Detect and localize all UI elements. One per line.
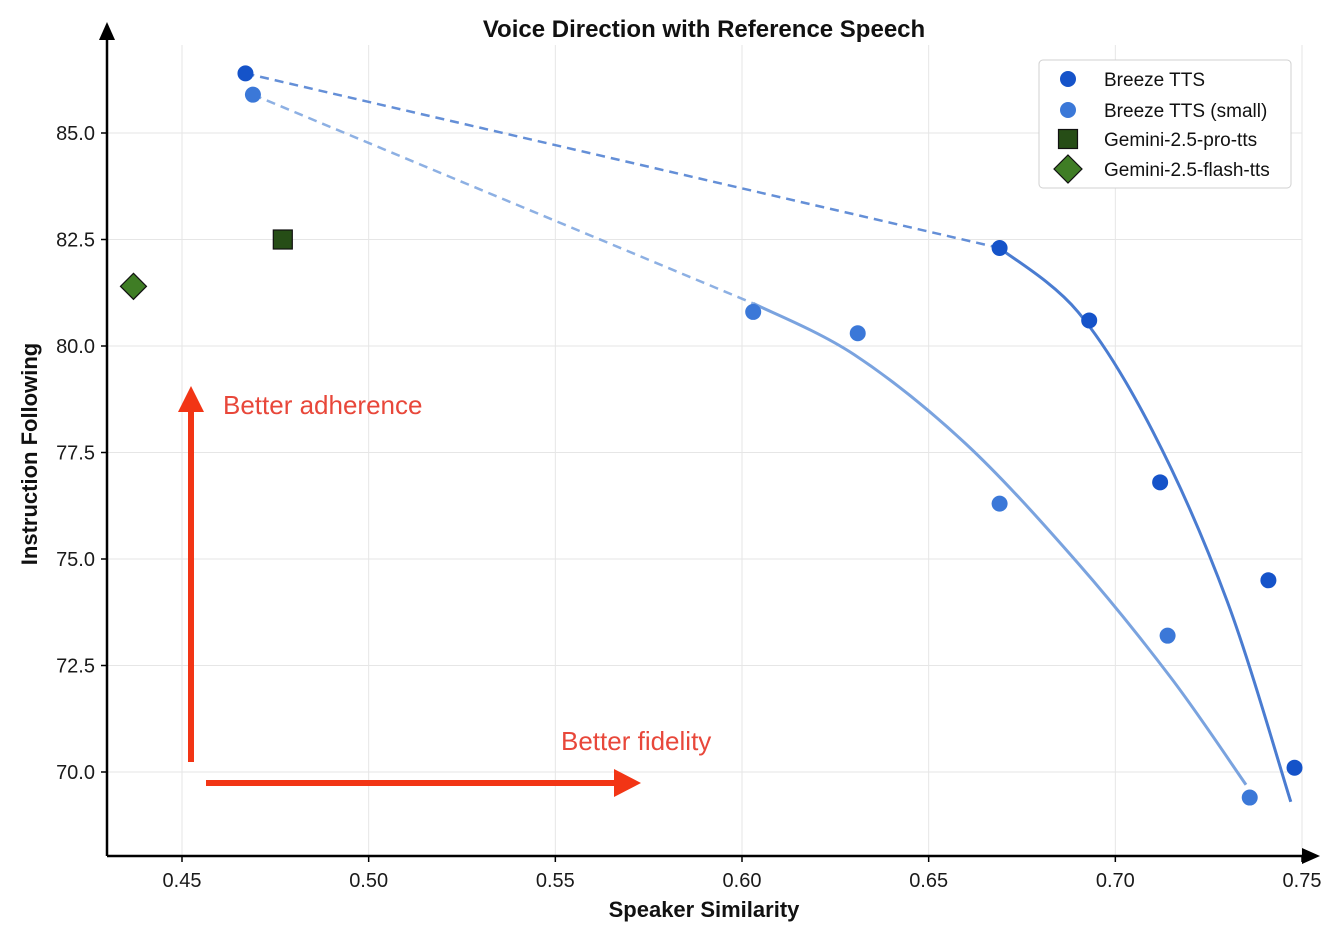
x-tick-label: 0.60	[723, 870, 762, 892]
annotations-layer: Better adherence Better fidelity	[178, 386, 711, 797]
y-tick-label: 85.0	[56, 123, 95, 145]
dashed-connector	[245, 72, 1000, 250]
y-tick-label: 82.5	[56, 230, 95, 252]
x-tick-label: 0.50	[349, 870, 388, 892]
y-axis-title: Instruction Following	[17, 343, 42, 565]
data-point	[1159, 627, 1176, 644]
legend-label: Gemini-2.5-flash-tts	[1104, 160, 1270, 181]
y-axis-arrowhead	[99, 22, 115, 40]
y-tick-label: 80.0	[56, 336, 95, 358]
legend-box	[1038, 59, 1292, 189]
adherence-arrowhead	[178, 386, 204, 412]
data-point	[849, 325, 866, 342]
data-point	[244, 86, 261, 103]
data-point	[1241, 789, 1258, 806]
data-point	[1286, 759, 1303, 776]
legend-label: Breeze TTS (small)	[1104, 101, 1267, 122]
fit-curve	[752, 302, 1248, 786]
y-tick-label: 70.0	[56, 762, 95, 784]
x-axis-arrowhead	[1302, 848, 1320, 864]
legend-marker	[1060, 102, 1076, 118]
legend-marker	[1053, 154, 1083, 184]
data-point	[119, 272, 148, 301]
legend-marker	[1060, 71, 1076, 87]
annotation-better-fidelity: Better fidelity	[561, 726, 711, 756]
legend-label: Gemini-2.5-pro-tts	[1104, 130, 1257, 151]
data-point	[1260, 572, 1277, 589]
data-point	[1081, 312, 1098, 329]
data-point	[745, 303, 762, 320]
fit-lines-layer	[245, 72, 1293, 803]
x-axis-title: Speaker Similarity	[609, 897, 801, 922]
x-tick-label: 0.75	[1283, 870, 1322, 892]
x-tick-label: 0.45	[163, 870, 202, 892]
chart-title: Voice Direction with Reference Speech	[483, 16, 925, 43]
data-point	[1152, 474, 1169, 491]
fidelity-arrowhead	[614, 769, 641, 797]
y-tick-label: 77.5	[56, 443, 95, 465]
data-point	[991, 240, 1008, 257]
legend-label: Breeze TTS	[1104, 70, 1205, 91]
legend: Breeze TTS Breeze TTS (small) Gemini-2.5-p…	[1038, 59, 1292, 189]
data-points-layer	[119, 65, 1303, 806]
data-point	[991, 495, 1008, 512]
axes-layer: 0.45 0.50 0.55 0.60 0.65 0.70 0.75 70.0 72.5 75.0…	[56, 22, 1321, 892]
y-tick-label: 75.0	[56, 549, 95, 571]
x-tick-label: 0.70	[1096, 870, 1135, 892]
data-point	[272, 229, 293, 250]
legend-marker	[1057, 128, 1079, 150]
annotation-better-adherence: Better adherence	[223, 390, 422, 420]
y-tick-label: 72.5	[56, 656, 95, 678]
x-tick-label: 0.65	[909, 870, 948, 892]
data-point	[237, 65, 254, 82]
dashed-connector	[252, 93, 754, 305]
fit-curve	[998, 246, 1293, 803]
x-tick-label: 0.55	[536, 870, 575, 892]
